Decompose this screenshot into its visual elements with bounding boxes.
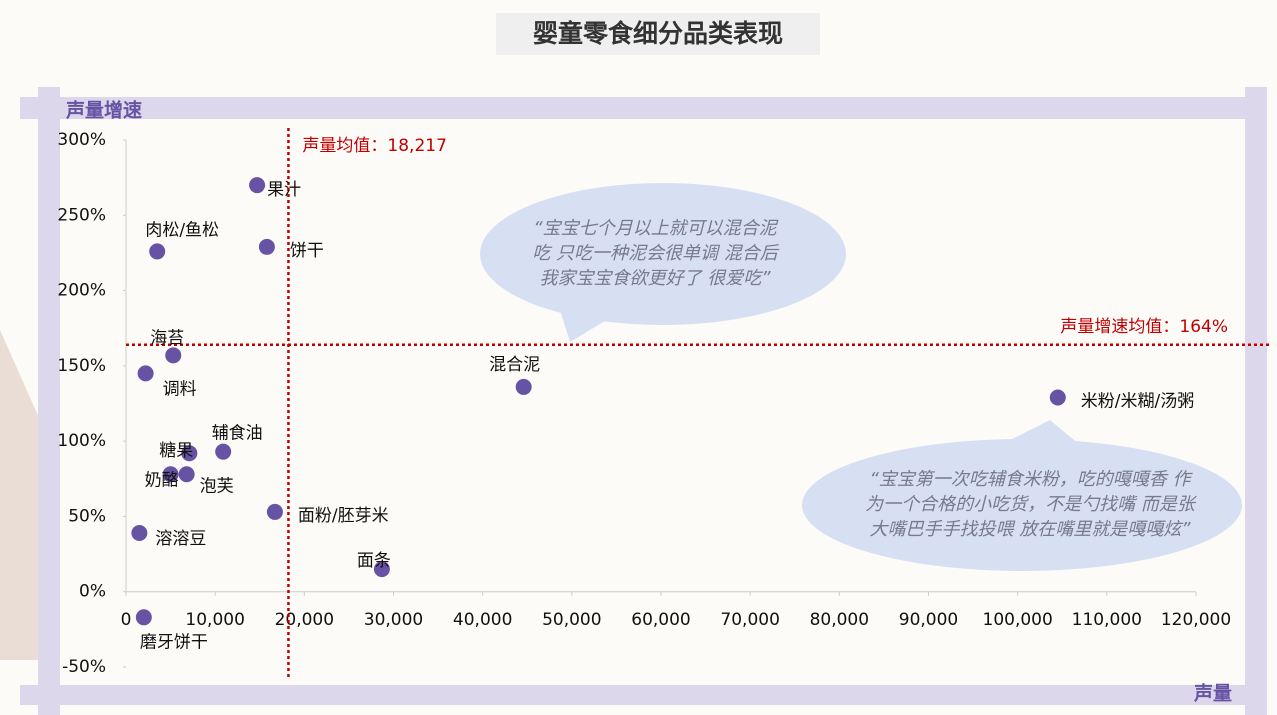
y-tick-label: -50% (62, 657, 106, 677)
x-tick-label: 100,000 (983, 610, 1053, 630)
banner-title: 婴童零食细分品类表现 (533, 19, 783, 48)
point (135, 609, 152, 626)
y-tick-label: 150% (57, 356, 106, 376)
x-tick-label: 20,000 (275, 610, 334, 630)
point (373, 561, 390, 578)
quote-line: 我家宝宝食欲更好了 很爱吃” (539, 268, 771, 289)
point-label: 面条 (357, 551, 391, 571)
x-tick-label: 30,000 (364, 610, 423, 630)
point-label: 调料 (163, 379, 197, 399)
x-tick-label: 40,000 (453, 610, 512, 630)
speech-bubble (480, 183, 846, 325)
frame-left (38, 87, 60, 715)
frame-top (20, 97, 1267, 119)
quote-line: “宝宝七个月以上就可以混合泥 (533, 218, 778, 239)
point-label: 溶溶豆 (155, 529, 206, 549)
frame-right (1245, 87, 1267, 715)
y-tick-label: 300% (57, 130, 106, 150)
point-label: 饼干 (290, 241, 324, 261)
x-tick-label: 0 (121, 610, 132, 630)
point-label: 奶酪 (145, 470, 179, 490)
point-label: 米粉/米糊/汤粥 (1081, 391, 1194, 411)
point (149, 243, 166, 260)
point-label: 辅食油 (212, 424, 263, 444)
x-tick-label: 60,000 (631, 610, 690, 630)
y-tick-label: 100% (57, 431, 106, 451)
point-label: 磨牙饼干 (140, 632, 208, 652)
point-label: 混合泥 (489, 355, 540, 375)
point (165, 347, 182, 364)
point (258, 238, 275, 255)
decoration (0, 330, 40, 660)
point-label: 糖果 (159, 441, 193, 461)
quote-line: 大嘴巴手手找投喂 放在嘴里就是嘎嘎炫” (869, 519, 1191, 540)
x-axis-title: 声量 (1193, 682, 1232, 705)
y-tick-label: 50% (68, 506, 106, 526)
quote-line: 吃 只吃一种泥会很单调 混合后 (532, 243, 779, 264)
point (137, 365, 154, 382)
x-tick-label: 80,000 (810, 610, 869, 630)
point (1049, 389, 1066, 406)
x-tick-label: 10,000 (185, 610, 244, 630)
x-tick-label: 90,000 (899, 610, 958, 630)
point-label: 面粉/胚芽米 (298, 506, 389, 526)
x-tick-label: 120,000 (1161, 610, 1231, 630)
point (131, 524, 148, 541)
point (215, 443, 232, 460)
point-label: 泡芙 (200, 476, 234, 496)
point (266, 503, 283, 520)
point (181, 445, 198, 462)
y-tick-label: 200% (57, 281, 106, 301)
point (162, 466, 179, 483)
y-tick-label: 250% (57, 205, 106, 225)
x-tick-label: 110,000 (1072, 610, 1142, 630)
quote-line: 为一个合格的小吃货，不是勺找嘴 而是张 (865, 494, 1198, 515)
frame-bottom (20, 685, 1267, 705)
x-tick-label: 50,000 (542, 610, 601, 630)
y-tick-label: 0% (79, 582, 106, 602)
point (515, 378, 532, 395)
banner-box (496, 13, 820, 55)
point-label: 海苔 (150, 328, 184, 348)
bubble-tail (1000, 420, 1080, 445)
point (178, 466, 195, 483)
x-tick-label: 70,000 (720, 610, 779, 630)
point-label: 果汁 (267, 180, 301, 200)
y-mean-label: 声量增速均值：164% (1060, 317, 1228, 337)
point (249, 177, 266, 194)
y-axis-title: 声量增速 (65, 99, 142, 122)
quote-line: “宝宝第一次吃辅食米粉，吃的嘎嘎香 作 (869, 469, 1193, 490)
x-mean-label: 声量均值：18,217 (302, 136, 446, 156)
speech-bubble (802, 439, 1242, 571)
point-label: 肉松/鱼松 (145, 220, 219, 240)
